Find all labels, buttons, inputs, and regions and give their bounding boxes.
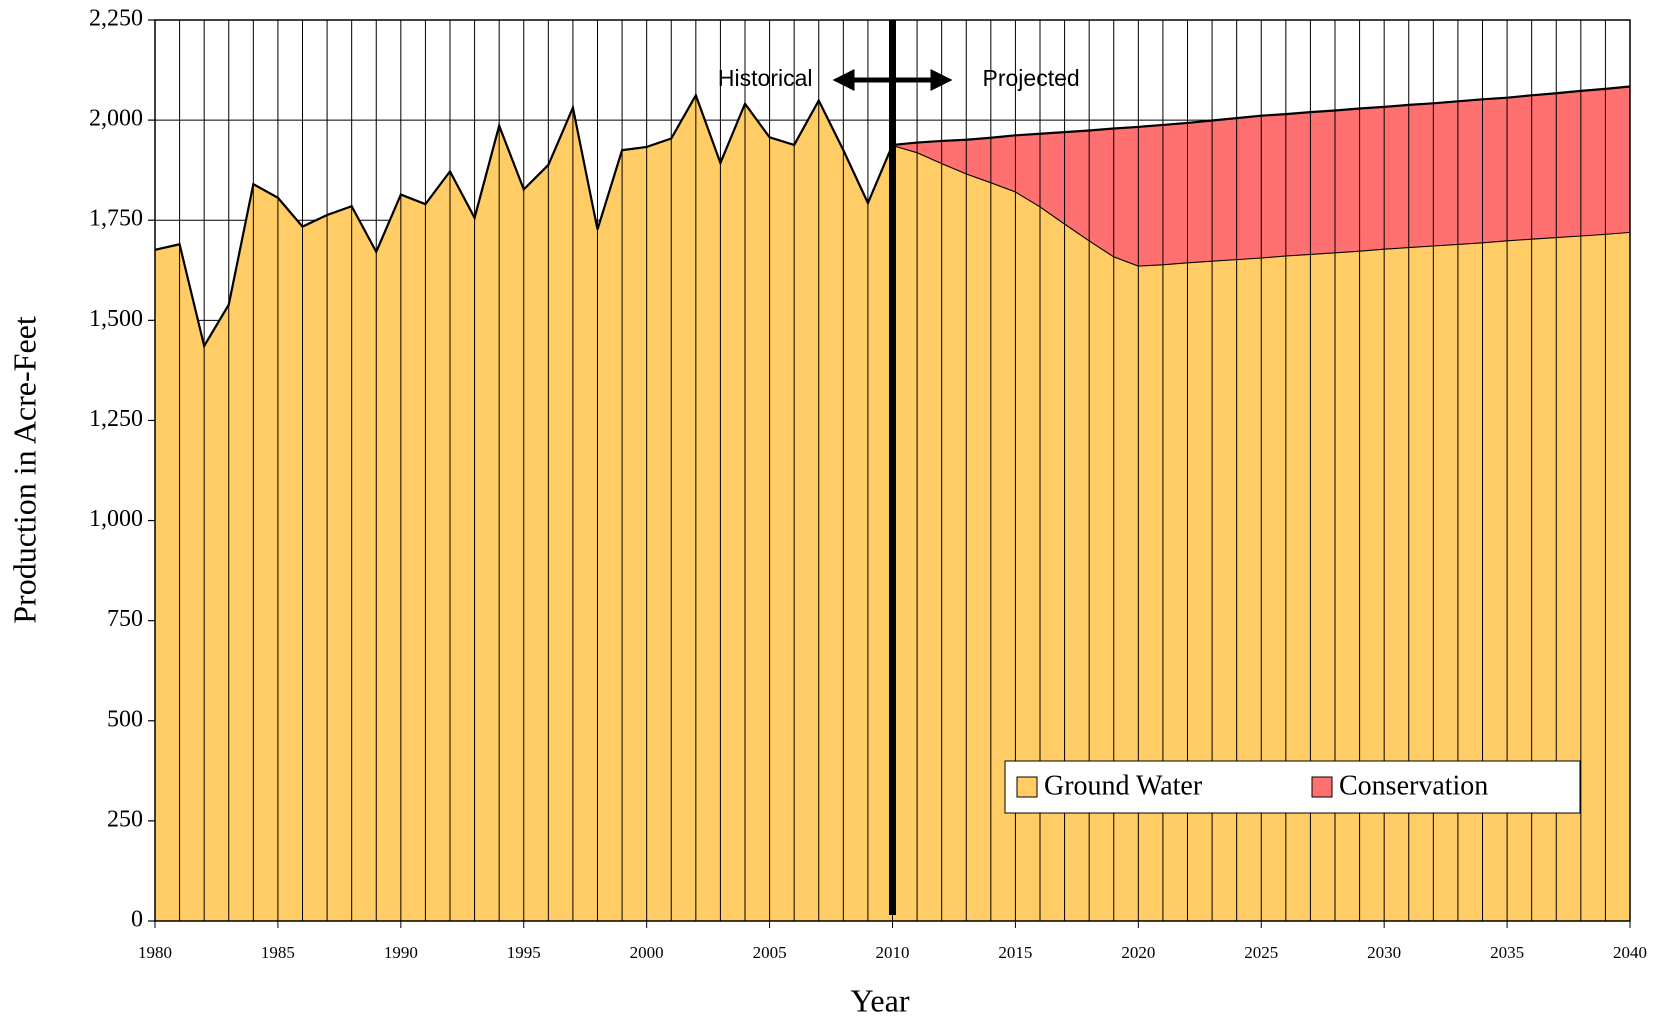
y-tick-label: 1,000: [89, 506, 143, 532]
legend-box: [1004, 760, 1581, 814]
y-axis-label: Production in Acre-Feet: [6, 316, 42, 624]
y-tick-label: 1,500: [89, 306, 143, 332]
legend-swatch: [1016, 776, 1038, 798]
x-tick-label: 1995: [507, 943, 541, 962]
y-tick-label: 1,750: [89, 206, 143, 232]
y-tick-label: 250: [107, 806, 143, 832]
x-tick-label: 1990: [384, 943, 418, 962]
x-tick-label: 1985: [261, 943, 295, 962]
x-tick-label: 2035: [1490, 943, 1524, 962]
y-tick-label: 2,250: [89, 6, 143, 32]
y-tick-label: 500: [107, 706, 143, 732]
x-tick-label: 2000: [630, 943, 664, 962]
legend-label: Ground Water: [1044, 770, 1203, 801]
x-tick-label: 2015: [998, 943, 1032, 962]
x-tick-label: 2040: [1613, 943, 1647, 962]
arrow-head: [832, 69, 855, 91]
x-tick-label: 2020: [1121, 943, 1155, 962]
legend-swatch: [1311, 776, 1333, 798]
x-tick-label: 2005: [753, 943, 787, 962]
legend-label: Conservation: [1339, 770, 1488, 801]
y-tick-label: 2,000: [89, 106, 143, 132]
y-tick-label: 1,250: [89, 406, 143, 432]
y-tick-label: 750: [107, 606, 143, 632]
x-axis-label: Year: [851, 982, 910, 1018]
arrow-head: [930, 69, 953, 91]
x-tick-label: 1980: [138, 943, 172, 962]
y-tick-label: 0: [131, 907, 143, 933]
x-tick-label: 2010: [876, 943, 910, 962]
annotation: Projected: [983, 65, 1080, 91]
x-tick-label: 2030: [1367, 943, 1401, 962]
x-tick-label: 2025: [1244, 943, 1278, 962]
annotation: Historical: [718, 65, 813, 91]
